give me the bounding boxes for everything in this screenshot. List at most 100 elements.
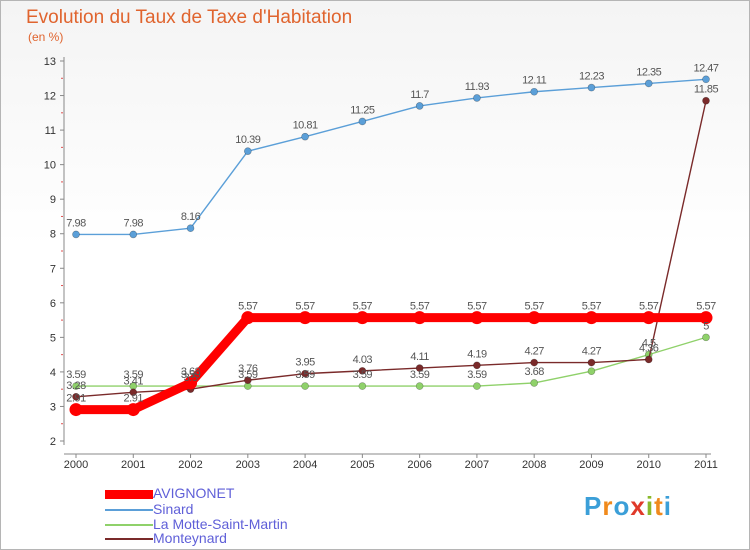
x-tick-label: 2008 — [522, 459, 546, 471]
series-line-monteynard — [75, 100, 707, 398]
data-label: 3.59 — [124, 369, 144, 381]
chart-subtitle: (en %) — [28, 30, 64, 44]
data-point — [584, 311, 598, 325]
data-label: 5.57 — [295, 301, 315, 313]
logo-letter: P — [584, 491, 603, 521]
data-label: 11.85 — [694, 84, 719, 96]
data-point — [587, 83, 596, 92]
x-tick-label: 2007 — [465, 459, 489, 471]
data-label: 5.57 — [524, 301, 544, 313]
y-minor-tick — [61, 388, 63, 390]
data-label: 5 — [703, 320, 709, 332]
data-point — [642, 311, 656, 325]
data-label: 4.19 — [467, 348, 487, 360]
series-line-sinard — [76, 78, 707, 236]
data-point — [470, 311, 484, 325]
proxiti-logo: Proxiti — [584, 491, 672, 522]
x-tick-label: 2004 — [293, 459, 317, 471]
data-point — [415, 382, 424, 390]
legend-label: Sinard — [153, 501, 194, 517]
data-point — [473, 382, 481, 390]
legend-item-la-motte-saint-martin[interactable]: La Motte-Saint-Martin — [105, 517, 288, 532]
data-point — [358, 117, 367, 126]
data-label: 5.57 — [639, 301, 659, 313]
data-point — [702, 75, 710, 84]
legend-item-sinard[interactable]: Sinard — [105, 502, 193, 517]
legend-item-monteynard[interactable]: Monteynard — [105, 531, 227, 546]
y-minor-tick — [61, 354, 63, 356]
data-label: 7.98 — [66, 217, 86, 229]
logo-letter: x — [630, 491, 646, 521]
legend-swatch-sinard — [105, 508, 153, 511]
legend-label: La Motte-Saint-Martin — [153, 516, 288, 532]
data-point — [415, 102, 424, 110]
data-point — [244, 147, 252, 155]
y-tick-label: 4 — [50, 367, 56, 379]
data-label: 4.36 — [639, 342, 659, 354]
data-point — [72, 382, 80, 390]
data-label: 3.59 — [467, 369, 487, 381]
data-point — [473, 361, 481, 370]
y-minor-tick — [61, 112, 63, 114]
x-tick-label: 2002 — [178, 459, 202, 471]
data-point — [355, 311, 369, 325]
logo-letter: i — [663, 491, 672, 521]
data-point — [644, 355, 653, 364]
data-label: 12.35 — [636, 66, 661, 78]
y-minor-tick — [61, 250, 63, 252]
x-tick-label: 2005 — [350, 459, 374, 471]
data-point — [530, 379, 538, 387]
data-point — [358, 382, 367, 390]
data-point — [184, 376, 198, 390]
data-point — [126, 403, 140, 417]
data-label: 10.81 — [293, 120, 318, 132]
x-tick-label: 2010 — [636, 459, 660, 471]
data-point — [301, 382, 309, 390]
y-tick-label: 12 — [44, 91, 56, 103]
legend-item-avignonet[interactable]: AVIGNONET — [105, 486, 234, 501]
data-point — [644, 79, 653, 88]
series-line-avignonet — [76, 313, 706, 415]
legend-label: Monteynard — [153, 530, 227, 546]
data-label: 4.5 — [642, 338, 656, 350]
logo-letter: t — [654, 491, 664, 521]
x-tick-label: 2000 — [64, 459, 88, 471]
x-tick-label: 2003 — [236, 459, 260, 471]
y-minor-tick — [61, 319, 63, 321]
y-tick-label: 2 — [50, 436, 56, 448]
y-tick-label: 7 — [50, 263, 56, 275]
data-label: 5.57 — [582, 301, 602, 313]
x-tick-label: 2001 — [121, 459, 145, 471]
data-point — [702, 333, 710, 342]
data-point — [129, 230, 138, 239]
data-point — [186, 224, 195, 232]
data-point — [298, 311, 312, 325]
y-minor-tick — [61, 77, 63, 79]
y-minor-tick — [61, 181, 63, 183]
logo-letter: r — [602, 491, 614, 521]
legend-swatch-avignonet — [105, 489, 153, 499]
y-tick-label: 5 — [50, 332, 56, 344]
data-point — [72, 392, 80, 401]
data-point — [244, 376, 252, 385]
data-label: 3.59 — [181, 369, 201, 381]
data-label: 5.57 — [353, 301, 373, 313]
data-label: 5.57 — [238, 301, 258, 313]
data-label: 8.16 — [181, 211, 201, 223]
data-point — [413, 311, 427, 325]
logo-letter: o — [613, 491, 631, 521]
data-point — [301, 132, 309, 141]
data-label: 3.68 — [181, 366, 201, 378]
y-tick-label: 9 — [50, 194, 56, 206]
data-point — [69, 403, 83, 417]
x-tick-label: 2011 — [694, 459, 718, 471]
data-label: 3.95 — [295, 357, 315, 369]
data-point — [415, 364, 424, 372]
data-label: 3.59 — [66, 369, 86, 381]
legend-swatch-la-motte-saint-martin — [105, 523, 153, 526]
logo-letter: i — [645, 491, 655, 521]
data-label: 11.7 — [410, 89, 429, 101]
legend-label: AVIGNONET — [153, 485, 235, 501]
